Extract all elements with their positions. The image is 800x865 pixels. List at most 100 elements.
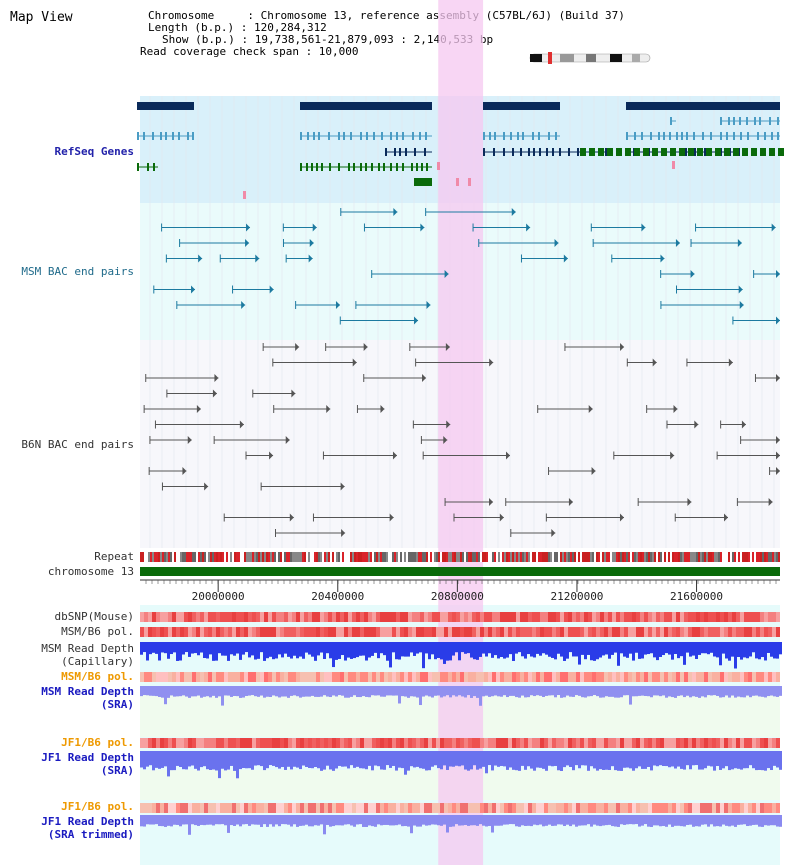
msm-depth-sra-bin [416,686,419,698]
jf1-pol2-bin [536,803,540,813]
label-msm-depth-cap[interactable]: MSM Read Depth [41,642,134,655]
label-msm-depth-sra[interactable]: MSM Read Depth [41,685,134,698]
jf1-depth-trim-bin [290,815,293,827]
msm-depth-sra-bin [452,686,455,696]
jf1-pol-bin [668,738,672,748]
highlight-region[interactable] [438,0,484,865]
msm-pol2-bin [300,672,304,682]
msm-depth-sra-bin [314,686,317,697]
msm-pol-bin [192,627,196,637]
dbsnp-bin [144,612,148,622]
repeat-element [646,552,648,562]
label-dbsnp[interactable]: dbSNP(Mouse) [54,610,134,623]
gene-exon [769,117,771,125]
jf1-depth-trim-bin [332,815,335,827]
label-msm-bac[interactable]: MSM BAC end pairs [21,265,134,278]
msm-pol2-bin [396,672,400,682]
jf1-depth-trim-bin [182,815,185,825]
repeat-element [736,552,738,562]
gene-exon [607,148,613,156]
repeat-element [658,552,660,562]
label-jf1-pol[interactable]: JF1/B6 pol. [61,736,134,749]
dbsnp-bin [244,612,248,622]
label-refseq-genes[interactable]: RefSeq Genes [54,145,134,158]
label-msm-pol-2[interactable]: MSM/B6 pol. [61,670,134,683]
repeat-element [466,552,468,562]
jf1-depth-trim-bin [278,815,281,827]
msm-pol2-bin [148,672,152,682]
jf1-depth-trim-bin [374,815,377,827]
read-depth-tracks[interactable] [140,642,782,835]
jf1-depth-sra-bin [233,751,236,771]
msm-depth-sra-bin [482,686,485,697]
jf1-depth-sra-bin [266,751,269,769]
gene-body [137,102,194,110]
dbsnp-bin [576,612,580,622]
gene-exon [724,148,730,156]
msm-pol2-bin [308,672,312,682]
msm-pol-bin [256,627,260,637]
jf1-depth-trim-bin [257,815,260,825]
jf1-depth-trim-bin [488,815,491,826]
msm-pol-bin [776,627,780,637]
repeat-element [710,552,712,562]
refseq-genes-track[interactable] [137,102,784,199]
label-jf1-pol-2[interactable]: JF1/B6 pol. [61,800,134,813]
b6n-bac-end-pairs-track[interactable] [143,343,780,537]
variation-tracks[interactable] [140,612,780,813]
label-jf1-depth-sra[interactable]: JF1 Read Depth [41,751,134,764]
repeat-track[interactable] [140,552,780,562]
label-msm-pol[interactable]: MSM/B6 pol. [61,625,134,638]
dbsnp-bin [604,612,608,622]
label-chromosome[interactable]: chromosome 13 [47,565,134,578]
jf1-depth-sra-bin [770,751,773,771]
msm-bac-end-pairs-track[interactable] [153,208,780,325]
jf1-depth-sra-bin [170,751,173,771]
chromosome-ideogram[interactable] [529,52,651,64]
repeat-element [150,552,152,562]
gene-exon [548,132,550,140]
dbsnp-bin [544,612,548,622]
jf1-depth-sra-bin [278,751,281,769]
jf1-pol-bin [608,738,612,748]
gene-exon [686,132,688,140]
msm-depth-capillary-bin [146,642,149,661]
msm-pol-bin [340,627,344,637]
chromosome-track[interactable] [140,567,780,576]
jf1-depth-sra-bin [749,751,752,766]
msm-depth-sra-bin [548,686,551,696]
gene-exon [411,163,413,171]
msm-pol-bin [628,627,632,637]
jf1-depth-trim-bin [626,815,629,825]
jf1-depth-trim-bin [269,815,272,825]
jf1-pol2-bin [448,803,452,813]
gene-exon [706,148,712,156]
msm-depth-sra-bin [680,686,683,696]
msm-depth-sra-bin [683,686,686,698]
msm-pol2-bin [548,672,552,682]
msm-depth-capillary-bin [713,642,716,657]
b6n-bac-pair-end [776,467,780,475]
msm-pol2-bin [632,672,636,682]
jf1-depth-sra-bin [443,751,446,766]
msm-pol2-bin [144,672,148,682]
label-repeat[interactable]: Repeat [94,550,134,563]
label-b6n-bac[interactable]: B6N BAC end pairs [21,438,134,451]
msm-bac-pair-end [641,223,646,232]
gene-exon [421,163,423,171]
msm-depth-sra-bin [197,686,200,696]
msm-pol2-bin [196,672,200,682]
msm-depth-sra-bin [776,686,779,697]
msm-pol-bin [424,627,428,637]
jf1-pol2-bin [420,803,424,813]
repeat-element [346,552,348,562]
jf1-depth-sra-bin [434,751,437,766]
jf1-pol2-bin [552,803,556,813]
jf1-depth-sra-bin [347,751,350,769]
label-jf1-depth-trim[interactable]: JF1 Read Depth [41,815,134,828]
msm-pol2-bin [540,672,544,682]
dbsnp-bin [412,612,416,622]
msm-depth-sra-bin [704,686,707,698]
dbsnp-bin [400,612,404,622]
